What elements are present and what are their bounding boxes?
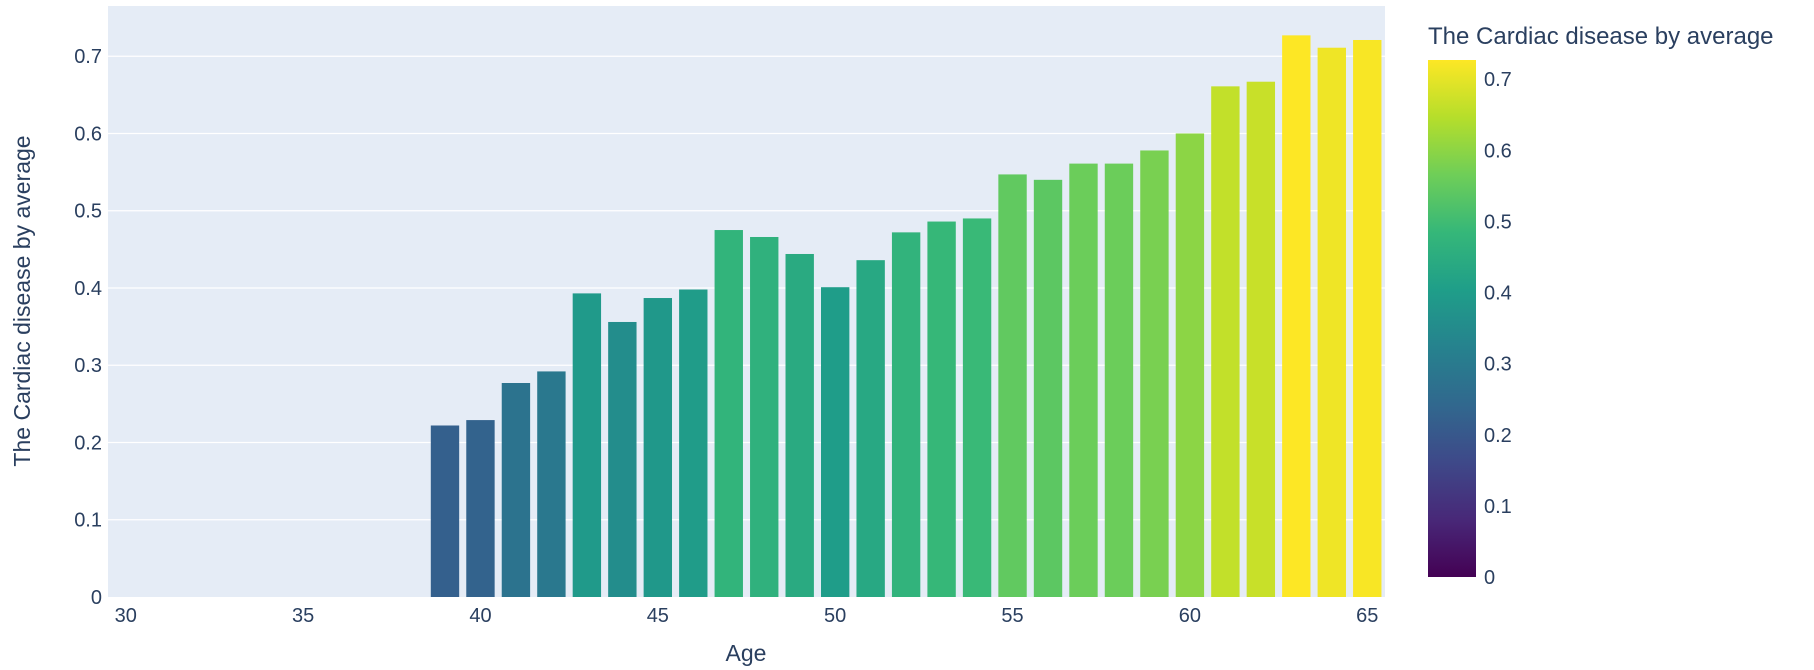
- y-tick-label: 0.2: [74, 432, 102, 454]
- y-tick-label: 0: [91, 587, 102, 609]
- y-tick-label: 0.5: [74, 201, 102, 223]
- x-tick-label: 35: [292, 605, 314, 627]
- bar-age-48: [750, 236, 779, 597]
- bar-age-54: [962, 218, 992, 597]
- gridlines: [108, 55, 1385, 521]
- x-tick-label: 45: [647, 605, 669, 627]
- bar-age-65: [1353, 39, 1382, 597]
- bar-age-53: [927, 221, 956, 597]
- colorbar-gradient: [1428, 60, 1476, 577]
- bar-age-42: [537, 371, 566, 597]
- bar-age-51: [856, 260, 885, 597]
- x-tick-label: 60: [1179, 605, 1201, 627]
- x-tick-label: 40: [469, 605, 491, 627]
- colorbar-title: The Cardiac disease by average: [1428, 23, 1774, 50]
- colorbar-tick-labels: 0 0.1 0.2 0.3 0.4 0.5 0.6 0.7: [1484, 69, 1512, 589]
- bar-age-49: [785, 253, 814, 598]
- bar-age-52: [891, 232, 921, 597]
- colorbar-tick-label: 0.3: [1484, 354, 1512, 376]
- bar-age-57: [1069, 163, 1098, 597]
- bar-age-43: [572, 293, 602, 597]
- bar-age-62: [1246, 81, 1276, 598]
- colorbar-tick-label: 0.6: [1484, 140, 1512, 162]
- bar-age-47: [714, 230, 743, 597]
- y-axis-title: The Cardiac disease by average: [9, 135, 35, 466]
- y-tick-labels: 0 0.1 0.2 0.3 0.4 0.5 0.6 0.7: [74, 46, 102, 609]
- bar-age-56: [1033, 179, 1063, 597]
- colorbar-tick-label: 0.1: [1484, 496, 1512, 518]
- plot-background: [108, 6, 1385, 597]
- bar-age-60: [1175, 133, 1205, 597]
- y-tick-label: 0.3: [74, 355, 102, 377]
- y-tick-label: 0.4: [74, 278, 102, 300]
- colorbar-tick-label: 0.2: [1484, 425, 1512, 447]
- bar-age-40: [466, 420, 495, 597]
- y-tick-label: 0.1: [74, 510, 102, 532]
- colorbar: The Cardiac disease by average 0 0.1 0.2 0.…: [1428, 23, 1774, 589]
- x-tick-label: 30: [115, 605, 137, 627]
- bars: [430, 35, 1382, 598]
- bar-age-50: [820, 287, 850, 597]
- bar-age-46: [679, 289, 708, 597]
- x-tick-label: 65: [1356, 605, 1378, 627]
- colorbar-tick-label: 0.7: [1484, 69, 1512, 91]
- bar-age-41: [501, 383, 531, 597]
- y-tick-label: 0.7: [74, 46, 102, 68]
- colorbar-tick-label: 0: [1484, 567, 1495, 589]
- bar-age-58: [1104, 163, 1134, 597]
- bar-age-39: [430, 425, 460, 597]
- colorbar-tick-label: 0.5: [1484, 211, 1512, 233]
- x-tick-label: 50: [824, 605, 846, 627]
- bar-age-59: [1140, 150, 1169, 597]
- y-tick-label: 0.6: [74, 123, 102, 145]
- x-tick-label: 55: [1001, 605, 1023, 627]
- colorbar-tick-label: 0.4: [1484, 283, 1512, 305]
- x-tick-labels: 30 35 40 45 50 55 60 65: [115, 605, 1379, 627]
- x-axis-title: Age: [726, 640, 767, 666]
- bar-age-44: [608, 321, 637, 597]
- bar-age-63: [1282, 35, 1311, 597]
- bar-age-61: [1211, 86, 1240, 598]
- bar-age-55: [998, 174, 1027, 597]
- bar-age-64: [1317, 47, 1346, 597]
- bar-age-45: [643, 298, 673, 597]
